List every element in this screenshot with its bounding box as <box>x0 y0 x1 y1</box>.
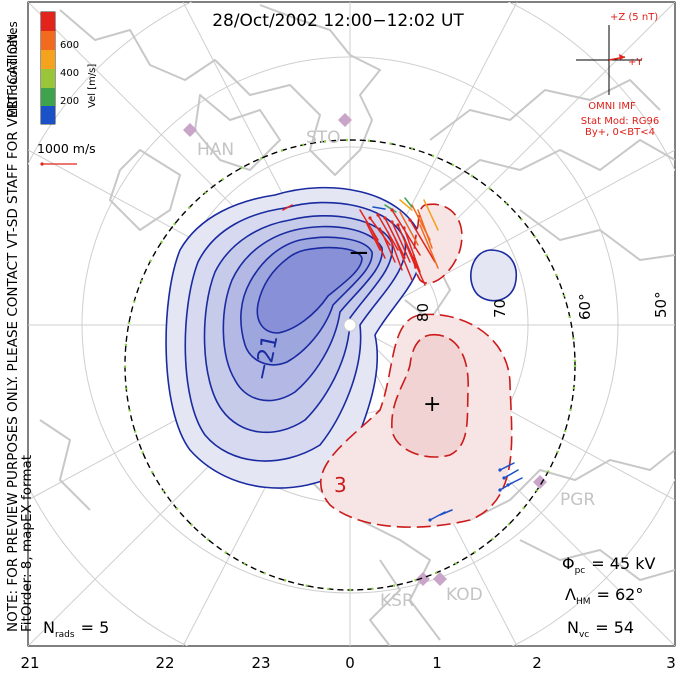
imf-z-label: +Z (5 nT) <box>610 12 658 23</box>
stats: Φpc = 45 kV ΛHM = 62° Nvc = 54 Nrads = 5 <box>43 554 655 640</box>
station-markers <box>183 113 547 586</box>
station-label: STO <box>306 128 341 148</box>
colorbar-segment <box>41 106 55 124</box>
imf-model: Stat Mod: RG96 <box>581 116 660 127</box>
coastlines <box>39 4 675 646</box>
coordinates-label: MLT coordinates <box>6 21 20 118</box>
stat-lambda-hm: ΛHM = 62° <box>565 585 643 607</box>
stat-n-vc: Nvc = 54 <box>567 618 634 640</box>
colorbar-tick: 400 <box>60 68 79 79</box>
mlt-tick: 21 <box>20 654 39 672</box>
stat-phi-pc: Φpc = 45 kV <box>562 554 655 576</box>
station-label: HAN <box>197 140 234 160</box>
contour-label-positive: 3 <box>334 473 347 497</box>
mlt-tick: 1 <box>432 654 442 672</box>
colorbar-segment <box>41 88 55 106</box>
mlt-tick: 23 <box>251 654 270 672</box>
velocity-colorbar: 600 400 200 Vel [m/s] <box>40 11 98 125</box>
colorbar-tick: 600 <box>60 40 79 51</box>
mlt-tick: 22 <box>155 654 174 672</box>
latitude-labels: 80 70 60° 50° <box>414 291 670 322</box>
preview-note: NOTE: FOR PREVIEW PURPOSES ONLY. PLEASE … <box>5 29 21 632</box>
imf-condition: By+, 0<BT<4 <box>585 127 655 138</box>
mlt-tick: 3 <box>666 654 676 672</box>
lat-label-70: 70 <box>491 299 509 318</box>
negative-potential-cell-small <box>470 249 517 302</box>
velocity-vectors <box>282 197 523 522</box>
positive-potential-cell <box>319 203 513 528</box>
mlt-tick: 0 <box>345 654 355 672</box>
colorbar-segment <box>41 69 55 88</box>
fit-order-label: FitOrder: 8, mapEX format <box>19 455 35 632</box>
imf-y-label: +Y <box>628 57 643 68</box>
mlt-axis: 21 22 23 0 1 2 3 <box>20 654 675 672</box>
imf-indicator: +Z (5 nT) +Y OMNI IMF Stat Mod: RG96 By+… <box>576 12 659 138</box>
minimum-marker: − <box>348 238 370 268</box>
station-labels: HAN STO PGR KSR KOD <box>197 128 595 611</box>
colorbar-label: Vel [m/s] <box>87 64 98 108</box>
lat-label-50: 50° <box>652 291 670 318</box>
pole-marker <box>343 318 357 332</box>
station-label: PGR <box>560 490 595 510</box>
boundary-ticks <box>123 138 577 592</box>
maximum-marker: + <box>423 392 441 417</box>
station-label: KSR <box>380 591 414 611</box>
colorbar-segment <box>41 12 55 31</box>
station-label: KOD <box>446 585 483 605</box>
stat-n-rads: Nrads = 5 <box>43 618 109 640</box>
colorbar-segment <box>41 31 55 50</box>
lat-label-60: 60° <box>576 293 594 320</box>
imf-source: OMNI IMF <box>588 101 636 112</box>
mlt-tick: 2 <box>532 654 542 672</box>
lat-label-80: 80 <box>414 303 432 322</box>
colorbar-segment <box>41 50 55 69</box>
colorbar-tick: 200 <box>60 96 79 107</box>
vector-scale-label: 1000 m/s <box>37 141 96 156</box>
map-title: 28/Oct/2002 12:00−12:02 UT <box>212 11 464 31</box>
